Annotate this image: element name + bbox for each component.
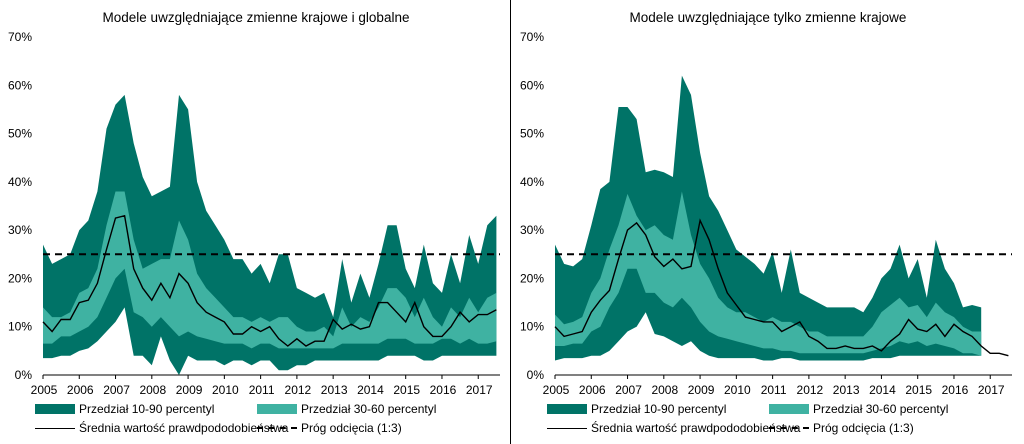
- band-30-60: [555, 191, 982, 356]
- mean-line: [554, 218, 1009, 357]
- y-tick-label: 50%: [8, 127, 32, 141]
- x-tick-label: 2008: [139, 383, 166, 397]
- y-tick-label: 40%: [520, 175, 544, 189]
- legend-item-mean: Średnia wartość prawdpododobieństwa: [547, 421, 800, 435]
- x-tick-label: 2016: [942, 383, 969, 397]
- legend-label-band-10-90: Przedział 10-90 percentyl: [79, 402, 215, 416]
- legend-swatch-band-30-60: [769, 404, 809, 414]
- legend-label-mean: Średnia wartość prawdpododobieństwa: [79, 421, 289, 435]
- y-tick-label: 40%: [8, 175, 32, 189]
- legend-line-mean: [35, 427, 75, 429]
- y-tick-label: 70%: [520, 30, 544, 44]
- x-tick-label: 2016: [430, 383, 457, 397]
- panel-divider: [510, 0, 511, 444]
- legend-line-threshold: [257, 427, 297, 429]
- x-tick-label: 2006: [67, 383, 94, 397]
- chart-title-domestic: Modele uwzględniające tylko zmienne kraj…: [629, 10, 907, 25]
- x-tick-label: 2007: [615, 383, 642, 397]
- y-tick-label: 60%: [8, 78, 32, 92]
- legend-item-band-30-60: Przedział 30-60 percentyl: [257, 402, 436, 416]
- legend-item-band-30-60: Przedział 30-60 percentyl: [769, 402, 948, 416]
- x-tick-label: 2011: [761, 383, 787, 397]
- legend-line-threshold: [769, 427, 809, 429]
- band-30-60: [43, 191, 497, 349]
- y-tick-label: 20%: [520, 271, 544, 285]
- legend-label-threshold: Próg odcięcia (1:3): [301, 421, 402, 435]
- x-tick-label: 2013: [833, 383, 860, 397]
- y-tick-label: 70%: [8, 30, 32, 44]
- chart-plot-domestic: 0% 10% 20% 30% 40% 50% 60% 70% 2005 2006 2007 2008 2…: [520, 30, 1012, 397]
- x-tick-label: 2014: [357, 383, 384, 397]
- x-tick-label: 2013: [321, 383, 348, 397]
- x-tick-label: 2010: [212, 383, 239, 397]
- chart-title-global: Modele uwzględniające zmienne krajowe i …: [102, 10, 410, 25]
- x-tick-label: 2006: [579, 383, 606, 397]
- legend-label-band-30-60: Przedział 30-60 percentyl: [813, 402, 949, 416]
- legend-label-threshold: Próg odcięcia (1:3): [813, 421, 914, 435]
- y-tick-label: 20%: [8, 271, 32, 285]
- x-tick-label: 2012: [797, 383, 824, 397]
- legend-swatch-band-10-90: [547, 404, 587, 414]
- x-tick-label: 2017: [978, 383, 1005, 397]
- y-tick-label: 50%: [520, 127, 544, 141]
- x-tick-label: 2014: [869, 383, 896, 397]
- legend-line-mean: [547, 427, 587, 429]
- x-tick-label: 2012: [285, 383, 312, 397]
- y-tick-label: 0%: [15, 368, 33, 382]
- legend-swatch-band-30-60: [257, 404, 297, 414]
- legend-item-threshold: Próg odcięcia (1:3): [257, 421, 402, 435]
- legend-label-mean: Średnia wartość prawdpododobieństwa: [591, 421, 801, 435]
- legend-label-band-30-60: Przedział 30-60 percentyl: [301, 402, 437, 416]
- x-tick-label: 2005: [31, 383, 58, 397]
- x-tick-label: 2008: [651, 383, 678, 397]
- y-tick-label: 60%: [520, 78, 544, 92]
- x-tick-label: 2009: [688, 383, 715, 397]
- y-tick-label: 10%: [8, 320, 32, 334]
- mean-line: [42, 214, 497, 347]
- legend-item-threshold: Próg odcięcia (1:3): [769, 421, 914, 435]
- x-tick-label: 2009: [176, 383, 203, 397]
- x-tick-label: 2015: [393, 383, 420, 397]
- legend-item-band-10-90: Przedział 10-90 percentyl: [547, 402, 726, 416]
- chart-plot-global: 0% 10% 20% 30% 40% 50% 60% 70% 2005 2006 2007 2008 2…: [8, 30, 500, 397]
- y-tick-label: 30%: [520, 223, 544, 237]
- y-tick-label: 30%: [8, 223, 32, 237]
- y-tick-label: 10%: [520, 320, 544, 334]
- legend-item-band-10-90: Przedział 10-90 percentyl: [35, 402, 214, 416]
- legend-item-mean: Średnia wartość prawdpododobieństwa: [35, 421, 288, 435]
- x-tick-label: 2011: [249, 383, 275, 397]
- x-tick-label: 2010: [724, 383, 751, 397]
- y-tick-label: 0%: [527, 368, 545, 382]
- x-tick-label: 2007: [103, 383, 130, 397]
- legend-swatch-band-10-90: [35, 404, 75, 414]
- legend-label-band-10-90: Przedział 10-90 percentyl: [591, 402, 727, 416]
- x-tick-label: 2015: [905, 383, 932, 397]
- x-tick-label: 2005: [543, 383, 570, 397]
- x-tick-label: 2017: [466, 383, 493, 397]
- legend-domestic: Przedział 10-90 percentyl Przedział 30-6…: [547, 402, 1017, 442]
- chart-panel-global: 0% 10% 20% 30% 40% 50% 60% 70% 2005 2006 2007 2008 2…: [8, 10, 505, 442]
- legend-global: Przedział 10-90 percentyl Przedział 30-6…: [35, 402, 505, 442]
- chart-panel-domestic: 0% 10% 20% 30% 40% 50% 60% 70% 2005 2006 2007 2008 2…: [512, 0, 1024, 444]
